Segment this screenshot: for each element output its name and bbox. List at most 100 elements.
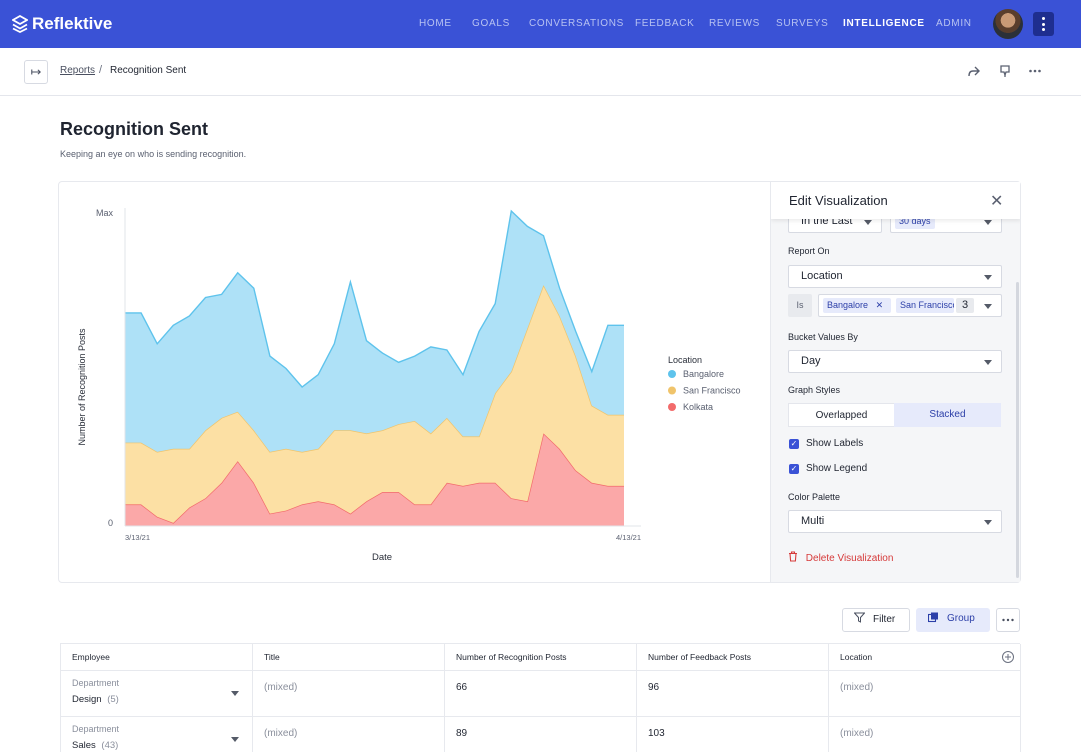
chip-bangalore[interactable]: Bangalore ✕ [823, 298, 891, 313]
show-legend-label: Show Legend [806, 463, 868, 474]
feedback-cell: 103 [637, 717, 829, 752]
more-menu-button[interactable] [1033, 12, 1054, 36]
panel-title: Edit Visualization [789, 193, 888, 208]
stacked-area-chart[interactable]: Max 0 3/13/21 4/13/21 Date Number of Recognit… [59, 182, 771, 582]
operator-is: Is [788, 294, 812, 317]
delete-visualization-button[interactable]: Delete Visualization [788, 551, 893, 564]
location-multiselect[interactable]: Bangalore ✕ San Francisco 3 [818, 294, 1002, 317]
delete-label: Delete Visualization [805, 553, 894, 564]
group-label: Department [72, 678, 120, 688]
group-button[interactable]: Group [916, 608, 990, 632]
table-row[interactable]: Department Design (5) (mixed) 66 96 (mix… [60, 671, 1021, 717]
filter-icon [853, 609, 866, 631]
more-chips-count[interactable]: 3 [956, 298, 974, 313]
series-line-bangalore [125, 209, 624, 388]
column-header-employee[interactable]: Employee [61, 644, 253, 672]
avatar[interactable] [993, 9, 1023, 39]
title-cell: (mixed) [253, 717, 445, 752]
remove-chip-icon[interactable]: ✕ [875, 300, 884, 310]
legend-label: San Francisco [683, 386, 741, 396]
feedback-cell: 96 [637, 671, 829, 717]
chevron-down-icon [864, 220, 872, 225]
x-axis-title: Date [372, 552, 392, 563]
group-name: Design (5) [72, 694, 119, 705]
x-tick-label: 4/13/21 [616, 533, 641, 542]
area-bangalore [125, 211, 624, 452]
color-palette-select[interactable]: Multi [788, 510, 1002, 533]
nav-item[interactable]: SURVEYS [776, 18, 829, 29]
overlapped-toggle[interactable]: Overlapped [788, 403, 895, 427]
show-legend-checkbox[interactable]: ✓ [789, 464, 799, 474]
chevron-down-icon [984, 220, 992, 225]
top-nav: Reflektive HOME GOALS CONVERSATIONS FEEDBAC… [0, 0, 1081, 48]
series-line-san-francisco [125, 283, 624, 453]
filter-button[interactable]: Filter [842, 608, 910, 632]
graph-styles-label: Graph Styles [788, 385, 841, 395]
stacked-toggle[interactable]: Stacked [894, 403, 1001, 427]
column-header-feedback[interactable]: Number of Feedback Posts [637, 644, 829, 672]
bucket-value: Day [801, 355, 821, 367]
nav-item[interactable]: ADMIN [936, 18, 972, 29]
area-san-francisco [125, 285, 624, 523]
breadcrumb-reports-link[interactable]: Reports [60, 65, 96, 76]
legend-title: Location [668, 355, 702, 365]
group-count: (43) [101, 740, 119, 751]
nav-item[interactable]: FEEDBACK [635, 18, 695, 29]
table-header: Employee Title Number of Recognition Pos… [60, 643, 1021, 672]
y-tick-label: 0 [108, 518, 113, 528]
recognition-cell: 66 [445, 671, 637, 717]
nav-item[interactable]: HOME [419, 18, 452, 29]
chevron-down-icon [984, 360, 992, 365]
add-column-icon[interactable] [1001, 650, 1015, 669]
location-cell: (mixed) [829, 717, 1021, 752]
chevron-down-icon [984, 520, 992, 525]
chip-label: Bangalore [827, 300, 869, 310]
chevron-down-icon[interactable] [231, 737, 239, 742]
pin-icon[interactable] [998, 64, 1012, 78]
trash-icon [788, 551, 801, 564]
arrow-right-bar-icon: ↦ [30, 64, 42, 79]
panel-scrollbar[interactable] [1016, 282, 1019, 578]
y-tick-label: Max [96, 208, 114, 218]
employee-cell: Department Sales (43) [61, 717, 253, 752]
title-cell: (mixed) [253, 671, 445, 717]
app-name: Reflektive [32, 14, 113, 33]
legend-label: Kolkata [683, 402, 713, 412]
group-name-text: Design [72, 694, 102, 705]
more-horizontal-icon[interactable] [1028, 64, 1042, 78]
chevron-down-icon[interactable] [231, 691, 239, 696]
report-on-select[interactable]: Location [788, 265, 1002, 288]
reflektive-logo-icon [12, 15, 28, 33]
logo[interactable]: Reflektive [12, 13, 112, 35]
group-label: Department [72, 724, 120, 734]
column-header-recognition[interactable]: Number of Recognition Posts [445, 644, 637, 672]
share-icon[interactable] [967, 64, 981, 78]
color-palette-value: Multi [801, 515, 825, 527]
bucket-select[interactable]: Day [788, 350, 1002, 373]
report-on-label: Report On [788, 246, 830, 256]
legend-label: Bangalore [683, 369, 724, 379]
group-name-text: Sales [72, 740, 96, 751]
show-labels-checkbox[interactable]: ✓ [789, 439, 799, 449]
color-palette-label: Color Palette [788, 492, 841, 502]
employee-cell: Department Design (5) [61, 671, 253, 717]
column-header-title[interactable]: Title [253, 644, 445, 672]
table-more-button[interactable] [996, 608, 1020, 632]
legend-swatch [668, 386, 676, 395]
bucket-label: Bucket Values By [788, 332, 858, 342]
edit-visualization-panel: In the Last 30 days Edit Visualization ✕… [770, 182, 1020, 582]
close-icon[interactable]: ✕ [990, 193, 1004, 210]
group-label: Group [947, 613, 975, 624]
nav-item[interactable]: CONVERSATIONS [529, 18, 625, 29]
table-row[interactable]: Department Sales (43) (mixed) 89 103 (mi… [60, 717, 1021, 752]
column-header-location[interactable]: Location [829, 644, 1021, 672]
panel-header: Edit Visualization ✕ [771, 182, 1020, 219]
breadcrumb-current: Recognition Sent [110, 65, 187, 76]
expand-sidebar-button[interactable]: ↦ [24, 60, 48, 84]
nav-item[interactable]: INTELLIGENCE [843, 18, 925, 29]
more-horizontal-icon [1001, 609, 1015, 640]
group-count: (5) [107, 694, 119, 705]
chip-san-francisco[interactable]: San Francisco [896, 298, 954, 313]
nav-item[interactable]: REVIEWS [709, 18, 761, 29]
nav-item[interactable]: GOALS [472, 18, 510, 29]
